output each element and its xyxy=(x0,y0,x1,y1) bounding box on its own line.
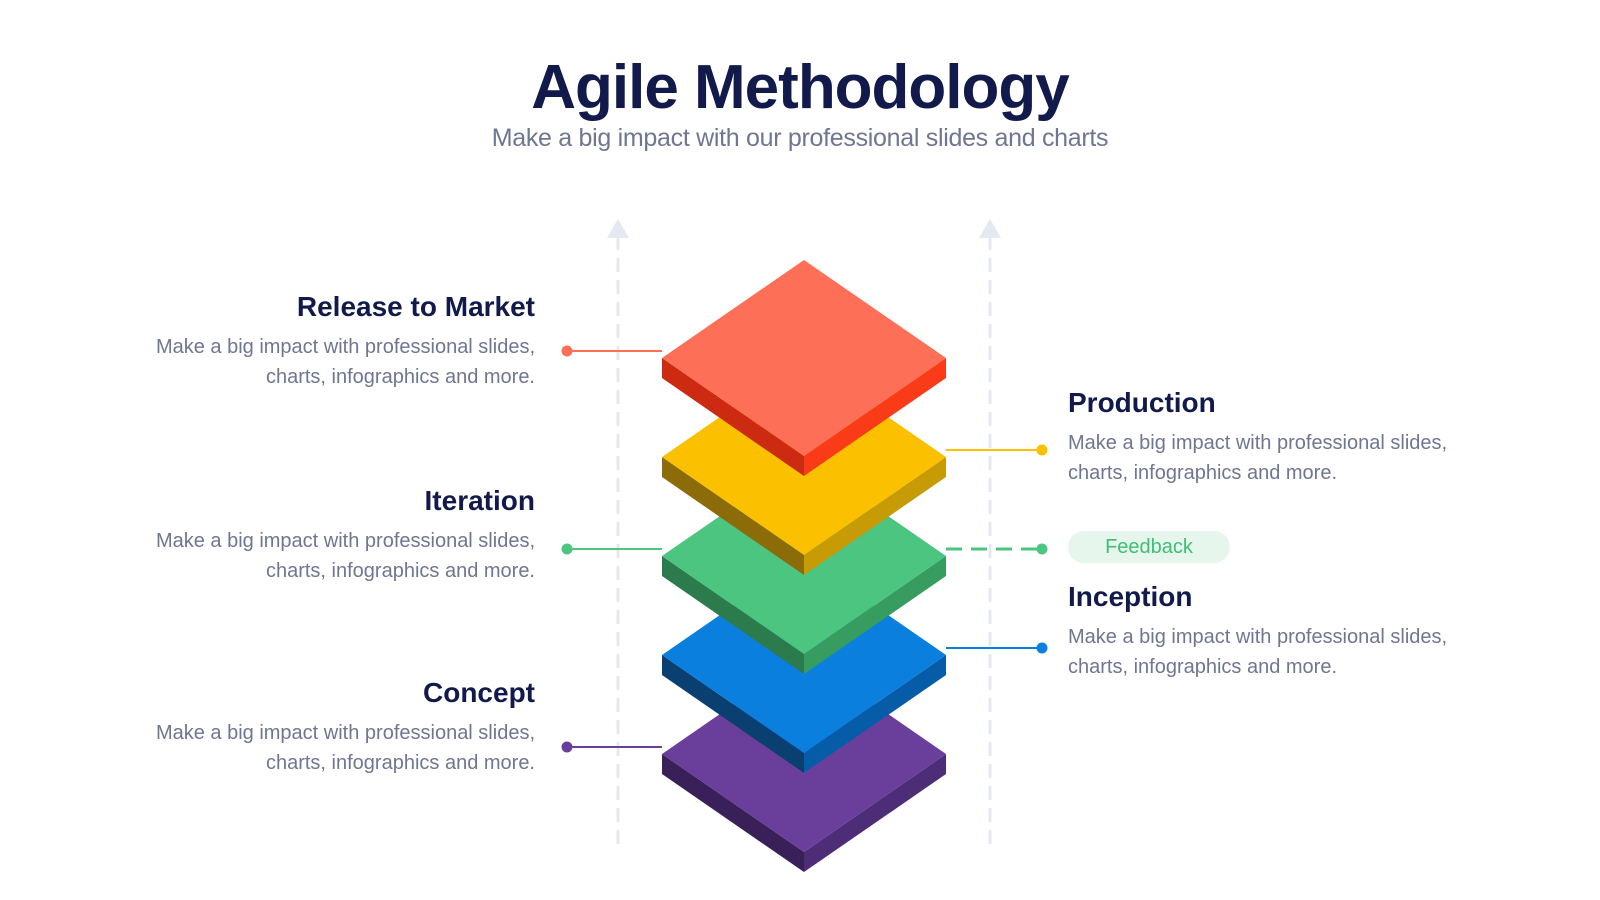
inception-title: Inception xyxy=(1068,581,1193,612)
page-subtitle: Make a big impact with our professional … xyxy=(491,124,1109,152)
production-description: Make a big impact with professional slid… xyxy=(1068,432,1448,484)
layer-production-right-face xyxy=(804,457,946,575)
connector-release xyxy=(561,345,662,357)
layer-production-left-face xyxy=(662,457,804,575)
label-release-to-market: Release to Market Make a big impact with… xyxy=(155,290,535,392)
label-production: Production Make a big impact with profes… xyxy=(1068,386,1448,488)
inception-description: Make a big impact with professional slid… xyxy=(1068,626,1448,678)
feedback-badge: Feedback xyxy=(1068,531,1230,563)
iteration-title: Iteration xyxy=(424,485,535,516)
concept-title: Concept xyxy=(423,677,535,708)
layer-release-right-face xyxy=(804,358,946,476)
layer-release-left-face xyxy=(662,358,804,476)
page-title: Agile Methodology xyxy=(531,53,1070,122)
connector-dot-production xyxy=(1036,444,1048,456)
label-inception: Inception Make a big impact with profess… xyxy=(1068,580,1448,682)
connector-dot-feedback xyxy=(1036,543,1048,555)
layer-inception-right-face xyxy=(804,655,946,773)
layer-release-top-face xyxy=(662,260,946,456)
release-to-market-title: Release to Market xyxy=(296,291,535,322)
connector-concept xyxy=(561,741,662,753)
label-iteration: Iteration Make a big impact with profess… xyxy=(155,484,535,586)
guide-arrowhead-1 xyxy=(607,219,629,238)
concept-description: Make a big impact with professional slid… xyxy=(155,722,535,774)
release-to-market-description: Make a big impact with professional slid… xyxy=(155,336,535,388)
connectors xyxy=(561,345,1048,753)
iteration-description: Make a big impact with professional slid… xyxy=(155,530,535,582)
connector-dot-inception xyxy=(1036,642,1048,654)
connector-dot-release xyxy=(561,345,573,357)
connector-iteration xyxy=(561,543,662,555)
connector-dot-concept xyxy=(561,741,573,753)
guide-arrowhead-2 xyxy=(979,219,1001,238)
guide-arrows xyxy=(607,219,1001,852)
connector-feedback xyxy=(946,543,1048,555)
connector-dot-iteration xyxy=(561,543,573,555)
layer-concept-left-face xyxy=(662,754,804,872)
connector-inception xyxy=(946,642,1048,654)
layer-stack xyxy=(662,260,946,872)
layer-release xyxy=(662,260,946,476)
layer-concept-right-face xyxy=(804,754,946,872)
connector-production xyxy=(946,444,1048,456)
production-title: Production xyxy=(1068,387,1216,418)
layer-inception-left-face xyxy=(662,655,804,773)
label-concept: Concept Make a big impact with professio… xyxy=(155,676,535,778)
layer-iteration-left-face xyxy=(662,556,804,674)
layer-iteration-right-face xyxy=(804,556,946,674)
